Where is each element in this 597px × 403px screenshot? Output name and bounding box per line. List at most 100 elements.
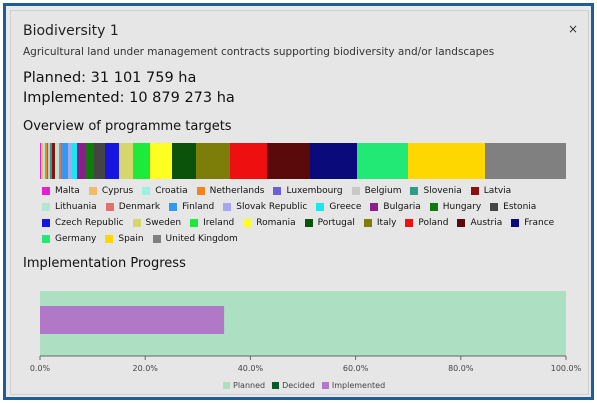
progress-legend-item-implemented[interactable]: Implemented [321, 379, 386, 391]
legend-item-malta[interactable]: Malta [42, 185, 80, 197]
legend-item-bulgaria[interactable]: Bulgaria [370, 201, 421, 213]
legend-item-germany[interactable]: Germany [42, 233, 96, 245]
legend-item-belgium[interactable]: Belgium [351, 185, 401, 197]
legend-item-latvia[interactable]: Latvia [470, 185, 512, 197]
legend-swatch [196, 187, 205, 195]
stack-segment-hungary[interactable] [85, 143, 94, 179]
legend-label: Portugal [317, 218, 355, 228]
stack-segment-germany[interactable] [357, 143, 408, 179]
stack-segment-croatia[interactable] [42, 143, 46, 179]
legend-label: Greece [329, 202, 362, 212]
legend-item-croatia[interactable]: Croatia [142, 185, 188, 197]
legend-item-ireland[interactable]: Ireland [190, 217, 234, 229]
legend-label: Denmark [118, 202, 161, 212]
legend-item-italy[interactable]: Italy [363, 217, 397, 229]
stack-segment-czech-republic[interactable] [104, 143, 119, 179]
legend-label: Finland [182, 202, 215, 212]
legend-swatch [223, 381, 230, 389]
stack-segment-united-kingdom[interactable] [485, 143, 566, 179]
stack-segment-lithuania[interactable] [55, 143, 59, 179]
stack-segment-slovak-republic[interactable] [68, 143, 72, 179]
x-tick-label: 0.0% [30, 364, 51, 373]
legend-swatch [405, 219, 414, 227]
stack-segment-romania[interactable] [149, 143, 173, 179]
legend-swatch [142, 187, 151, 195]
legend-swatch [105, 235, 114, 243]
stack-segment-sweden[interactable] [118, 143, 134, 179]
legend-label: Czech Republic [55, 218, 124, 228]
legend-item-czech-republic[interactable]: Czech Republic [42, 217, 124, 229]
legend-label: Poland [418, 218, 449, 228]
stack-segment-denmark[interactable] [59, 143, 62, 179]
stack-segment-estonia[interactable] [93, 143, 105, 179]
legend-item-cyprus[interactable]: Cyprus [88, 185, 134, 197]
stack-segment-greece[interactable] [71, 143, 77, 179]
legend-label: Cyprus [101, 186, 134, 196]
stack-segment-spain[interactable] [407, 143, 486, 179]
stack-segment-cyprus[interactable] [41, 143, 43, 179]
stack-segment-bulgaria[interactable] [76, 143, 86, 179]
legend-item-greece[interactable]: Greece [316, 201, 361, 213]
legend-swatch [363, 219, 372, 227]
legend-item-luxembourg[interactable]: Luxembourg [273, 185, 343, 197]
stack-segment-austria[interactable] [267, 143, 310, 179]
stack-segment-poland[interactable] [230, 143, 268, 179]
legend-item-finland[interactable]: Finland [169, 201, 214, 213]
legend-item-hungary[interactable]: Hungary [429, 201, 482, 213]
legend-swatch [152, 235, 161, 243]
legend-item-united-kingdom[interactable]: United Kingdom [152, 233, 238, 245]
legend-item-austria[interactable]: Austria [457, 217, 502, 229]
stack-segment-netherlands[interactable] [45, 143, 48, 179]
legend-item-slovenia[interactable]: Slovenia [410, 185, 462, 197]
legend-swatch [316, 203, 325, 211]
legend-swatch [410, 187, 419, 195]
stack-segment-italy[interactable] [195, 143, 231, 179]
legend-label: Italy [376, 218, 397, 228]
stack-segment-belgium[interactable] [48, 143, 51, 179]
legend-swatch [457, 219, 466, 227]
progress-legend: Planned Decided Implemented [223, 379, 392, 391]
legend-item-slovak-republic[interactable]: Slovak Republic [223, 201, 307, 213]
legend-label: Latvia [483, 186, 512, 196]
legend-label: Lithuania [55, 202, 97, 212]
close-icon[interactable]: × [567, 22, 578, 36]
legend-label: United Kingdom [165, 234, 238, 244]
legend-swatch [272, 381, 280, 389]
stack-segment-ireland[interactable] [133, 143, 150, 179]
legend-item-france[interactable]: France [511, 217, 554, 229]
x-tick-label: 40.0% [238, 364, 264, 373]
legend-item-spain[interactable]: Spain [105, 233, 144, 245]
legend-item-portugal[interactable]: Portugal [304, 217, 355, 229]
legend-label: Malta [55, 186, 80, 196]
overview-title: Overview of programme targets [23, 119, 232, 134]
legend-item-denmark[interactable]: Denmark [105, 201, 161, 213]
legend-item-estonia[interactable]: Estonia [490, 201, 536, 213]
progress-legend-item-planned[interactable]: Planned [223, 379, 265, 391]
legend-swatch [490, 203, 499, 211]
legend-swatch [169, 203, 178, 211]
stack-segment-luxembourg[interactable] [47, 143, 49, 179]
stack-segment-malta[interactable] [40, 143, 42, 179]
progress-legend-item-decided[interactable]: Decided [272, 379, 315, 391]
stack-segment-latvia[interactable] [51, 143, 56, 179]
legend-item-sweden[interactable]: Sweden [132, 217, 181, 229]
stack-segment-portugal[interactable] [172, 143, 196, 179]
stack-segment-slovenia[interactable] [50, 143, 52, 179]
stack-segment-finland[interactable] [61, 143, 69, 179]
legend-item-romania[interactable]: Romania [243, 217, 296, 229]
x-tick-label: 100.0% [551, 364, 582, 373]
legend-swatch [370, 203, 379, 211]
stack-segment-france[interactable] [309, 143, 358, 179]
dialog-subtitle: Agricultural land under management contr… [23, 46, 495, 58]
legend-label: Estonia [503, 202, 537, 212]
legend-label: Germany [55, 234, 97, 244]
legend-label: Luxembourg [286, 186, 343, 196]
legend-label: Implemented [331, 380, 386, 390]
legend-item-netherlands[interactable]: Netherlands [196, 185, 265, 197]
legend-item-poland[interactable]: Poland [405, 217, 448, 229]
planned-total: Planned: 31 101 759 ha [23, 70, 197, 86]
legend-swatch [223, 203, 232, 211]
legend-label: Hungary [442, 202, 482, 212]
legend-label: Netherlands [209, 186, 265, 196]
legend-item-lithuania[interactable]: Lithuania [42, 201, 97, 213]
